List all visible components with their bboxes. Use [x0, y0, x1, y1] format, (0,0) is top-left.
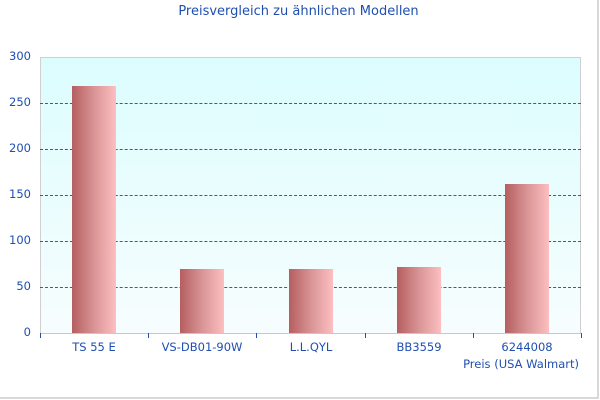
x-tick-mark: [40, 333, 41, 338]
grid-line: [40, 195, 581, 196]
grid-line: [40, 103, 581, 104]
x-tick-label: VS-DB01-90W: [161, 340, 243, 354]
y-tick-label: 100: [9, 233, 31, 247]
x-tick-label: BB3559: [396, 340, 442, 354]
y-tick-label: 0: [23, 325, 31, 339]
x-axis-line: [40, 333, 581, 334]
x-tick-mark: [148, 333, 149, 338]
chart-title: Preisvergleich zu ähnlichen Modellen: [178, 4, 419, 19]
grid-line: [40, 149, 581, 150]
y-tick-label: 150: [9, 187, 31, 201]
bar-l-l-qyl: [289, 269, 333, 333]
bar-bb3559: [397, 267, 441, 333]
x-tick-label: 6244008: [501, 340, 553, 354]
y-tick-label: 250: [9, 95, 31, 109]
bar-6244008: [505, 184, 549, 333]
x-tick-label: L.L.QYL: [289, 340, 333, 354]
x-tick-mark: [581, 333, 582, 338]
y-tick-label: 50: [16, 279, 31, 293]
bar-vs-db01-90w: [180, 269, 224, 333]
y-tick-label: 300: [9, 49, 31, 63]
x-tick-mark: [256, 333, 257, 338]
x-axis-title: Preis (USA Walmart): [463, 357, 579, 371]
x-tick-mark: [473, 333, 474, 338]
x-tick-label: TS 55 E: [72, 340, 116, 354]
grid-line: [40, 241, 581, 242]
x-tick-mark: [365, 333, 366, 338]
y-tick-label: 200: [9, 141, 31, 155]
bar-ts-55-e: [72, 86, 116, 333]
